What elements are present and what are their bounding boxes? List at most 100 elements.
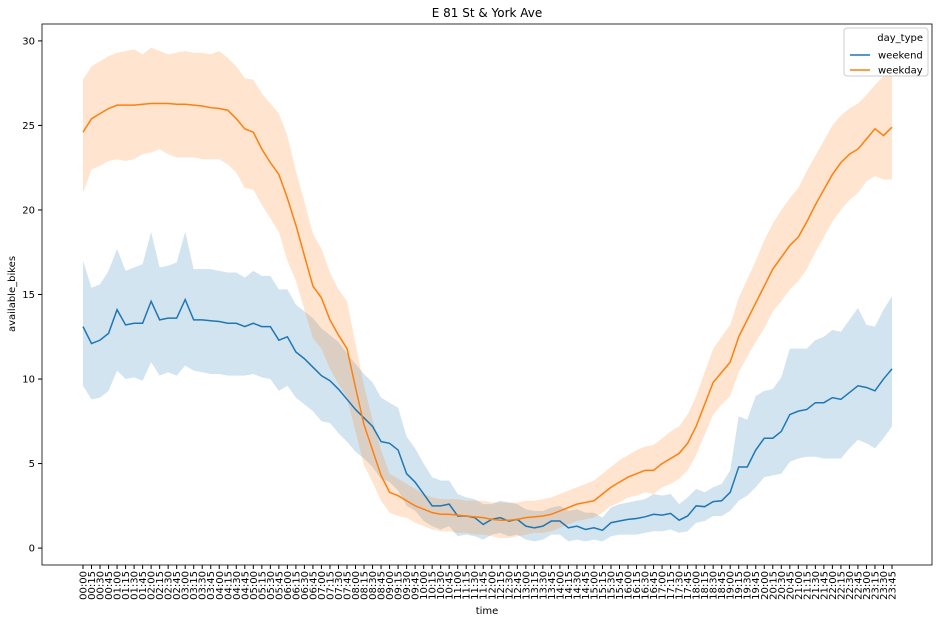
legend-box — [843, 27, 929, 77]
x-tick-label: 15:15 — [598, 571, 609, 600]
x-tick-label: 22:45 — [853, 571, 864, 600]
x-tick-label: 03:30 — [198, 571, 209, 600]
x-tick-label: 15:30 — [606, 571, 617, 600]
x-tick-label: 12:15 — [496, 571, 507, 600]
x-tick-label: 09:45 — [411, 571, 422, 600]
x-tick-label: 00:00 — [79, 571, 90, 600]
x-tick-label: 14:30 — [572, 571, 583, 600]
x-tick-label: 05:30 — [266, 571, 277, 600]
x-tick-label: 16:45 — [649, 571, 660, 600]
x-tick-label: 04:45 — [240, 571, 251, 600]
x-tick-label: 00:30 — [96, 571, 107, 600]
x-tick-label: 05:15 — [257, 571, 268, 600]
x-tick-label: 08:00 — [351, 571, 362, 600]
x-tick-label: 10:45 — [445, 571, 456, 600]
x-tick-label: 15:00 — [589, 571, 600, 600]
x-axis-label: time — [476, 606, 499, 617]
x-tick-label: 21:15 — [802, 571, 813, 600]
x-tick-label: 19:15 — [734, 571, 745, 600]
x-tick-label: 10:15 — [428, 571, 439, 600]
x-tick-label: 09:15 — [394, 571, 405, 600]
x-tick-label: 17:30 — [675, 571, 686, 600]
x-tick-label: 16:15 — [632, 571, 643, 600]
x-tick-label: 10:30 — [436, 571, 447, 600]
y-tick-label: 15 — [22, 290, 35, 301]
y-tick-label: 30 — [22, 36, 35, 47]
x-tick-label: 18:30 — [709, 571, 720, 600]
y-tick-label: 25 — [22, 121, 35, 132]
x-tick-label: 18:45 — [717, 571, 728, 600]
x-tick-label: 21:00 — [794, 571, 805, 600]
x-tick-label: 11:00 — [453, 571, 464, 600]
confidence-band — [83, 231, 892, 542]
x-tick-label: 04:00 — [215, 571, 226, 600]
plot-frame — [41, 23, 933, 566]
x-tick-label: 01:15 — [121, 571, 132, 600]
x-tick-label: 21:30 — [811, 571, 822, 600]
x-tick-label: 06:45 — [308, 571, 319, 600]
x-tick-label: 14:00 — [555, 571, 566, 600]
chart-title: E 81 St & York Ave — [432, 6, 543, 20]
x-tick-label: 04:15 — [223, 571, 234, 600]
x-tick-label: 23:30 — [879, 571, 890, 600]
x-tick-label: 13:15 — [530, 571, 541, 600]
x-tick-label: 22:00 — [828, 571, 839, 600]
x-tick-label: 02:00 — [147, 571, 158, 600]
x-tick-label: 02:30 — [164, 571, 175, 600]
x-tick-label: 23:00 — [862, 571, 873, 600]
x-tick-label: 13:45 — [547, 571, 558, 600]
legend-label: weekend — [878, 51, 923, 62]
x-tick-label: 20:30 — [777, 571, 788, 600]
series-line — [82, 102, 893, 521]
x-tick-label: 23:45 — [888, 571, 899, 600]
x-tick-label: 00:15 — [87, 571, 98, 600]
legend-title: day_type — [877, 33, 923, 44]
confidence-band — [83, 47, 892, 538]
x-tick-label: 01:45 — [138, 571, 149, 600]
x-tick-label: 14:45 — [581, 571, 592, 600]
x-tick-label: 23:15 — [870, 571, 881, 600]
x-tick-label: 11:30 — [470, 571, 481, 600]
x-tick-label: 07:30 — [334, 571, 345, 600]
x-tick-label: 20:00 — [760, 571, 771, 600]
x-tick-label: 07:00 — [317, 571, 328, 600]
x-tick-label: 19:45 — [751, 571, 762, 600]
x-tick-label: 06:15 — [291, 571, 302, 600]
x-tick-label: 14:15 — [564, 571, 575, 600]
x-tick-label: 20:15 — [768, 571, 779, 600]
x-tick-label: 17:15 — [666, 571, 677, 600]
x-tick-label: 09:00 — [385, 571, 396, 600]
x-tick-label: 02:15 — [155, 571, 166, 600]
x-tick-label: 12:00 — [487, 571, 498, 600]
y-tick-label: 20 — [22, 205, 35, 216]
y-tick-label: 0 — [29, 544, 35, 555]
x-tick-label: 22:15 — [836, 571, 847, 600]
x-tick-label: 17:45 — [683, 571, 694, 600]
x-tick-label: 18:00 — [692, 571, 703, 600]
x-tick-label: 11:45 — [479, 571, 490, 600]
x-tick-label: 06:30 — [300, 571, 311, 600]
x-tick-label: 11:15 — [462, 571, 473, 600]
x-tick-label: 12:30 — [504, 571, 515, 600]
x-tick-label: 16:00 — [624, 571, 635, 600]
x-tick-label: 12:45 — [513, 571, 524, 600]
x-tick-label: 03:45 — [206, 571, 217, 600]
x-tick-label: 13:30 — [538, 571, 549, 600]
series-line — [82, 297, 893, 532]
x-tick-label: 06:00 — [283, 571, 294, 600]
x-tick-label: 19:30 — [743, 571, 754, 600]
x-tick-label: 15:45 — [615, 571, 626, 600]
x-tick-label: 03:15 — [189, 571, 200, 600]
x-tick-label: 16:30 — [641, 571, 652, 600]
x-tick-label: 13:00 — [521, 571, 532, 600]
x-tick-label: 18:15 — [700, 571, 711, 600]
x-tick-label: 03:00 — [181, 571, 192, 600]
x-tick-label: 05:00 — [249, 571, 260, 600]
x-tick-label: 02:45 — [172, 571, 183, 600]
y-axis-label: available_bikes — [7, 256, 18, 332]
x-tick-label: 00:45 — [104, 571, 115, 600]
x-tick-label: 09:30 — [402, 571, 413, 600]
y-tick-label: 10 — [22, 375, 35, 386]
x-tick-label: 19:00 — [726, 571, 737, 600]
x-tick-label: 10:00 — [419, 571, 430, 600]
